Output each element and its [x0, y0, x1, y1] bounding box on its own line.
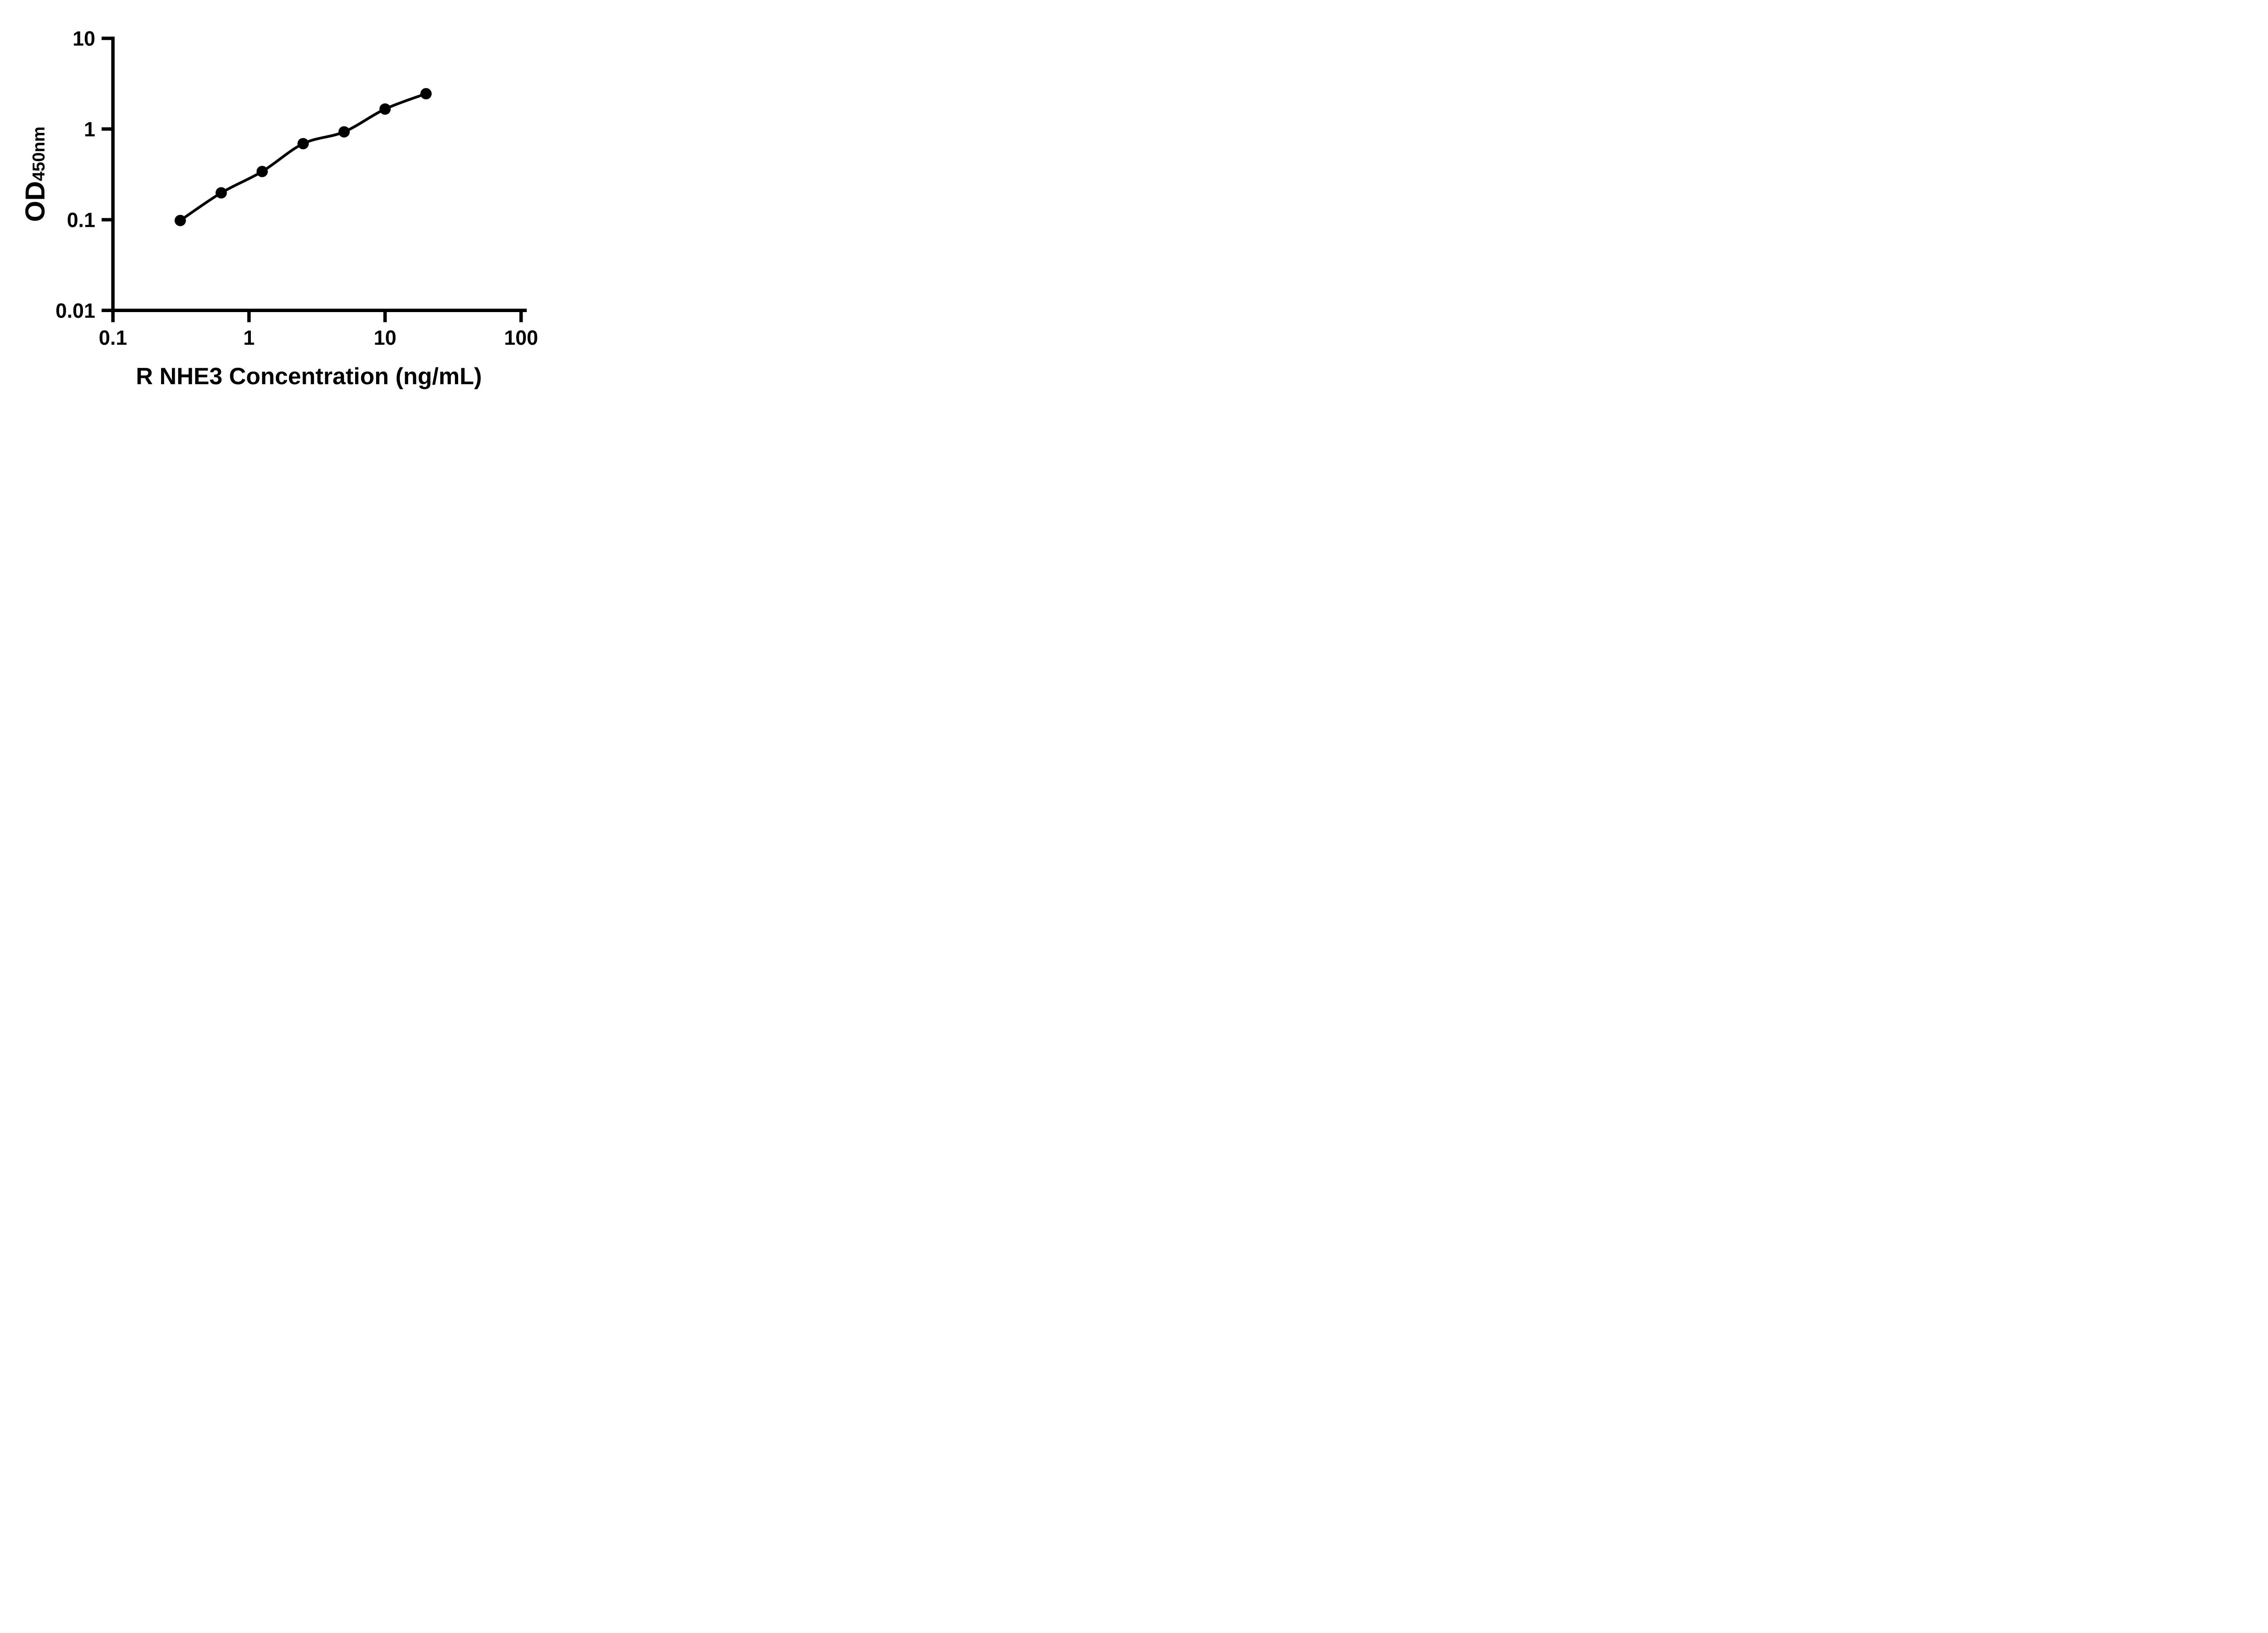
data-point — [420, 88, 432, 100]
y-tick-label: 0.01 — [55, 299, 95, 322]
data-point — [256, 166, 268, 177]
y-tick-label: 0.1 — [67, 208, 95, 231]
data-point — [379, 103, 391, 115]
data-point — [174, 215, 186, 226]
y-axis-title-subscript: 450nm — [29, 126, 49, 181]
elisa-standard-curve-figure: 0.01 0.1 1 10 0.1 1 10 100 OD450nm R NHE3 Conce… — [0, 0, 583, 408]
y-axis-title: OD450nm — [20, 83, 50, 265]
x-tick-label: 10 — [374, 326, 396, 349]
x-tick-label: 100 — [504, 326, 538, 349]
data-point — [297, 138, 309, 150]
data-point — [215, 187, 227, 199]
y-tick-label: 1 — [84, 117, 95, 141]
y-axis-title-main: OD — [20, 181, 50, 222]
data-point — [338, 126, 350, 138]
x-tick-label: 1 — [243, 326, 254, 349]
y-tick-label: 10 — [73, 27, 95, 50]
x-tick-label: 0.1 — [99, 326, 127, 349]
x-axis-title: R NHE3 Concentration (ng/mL) — [136, 363, 482, 390]
